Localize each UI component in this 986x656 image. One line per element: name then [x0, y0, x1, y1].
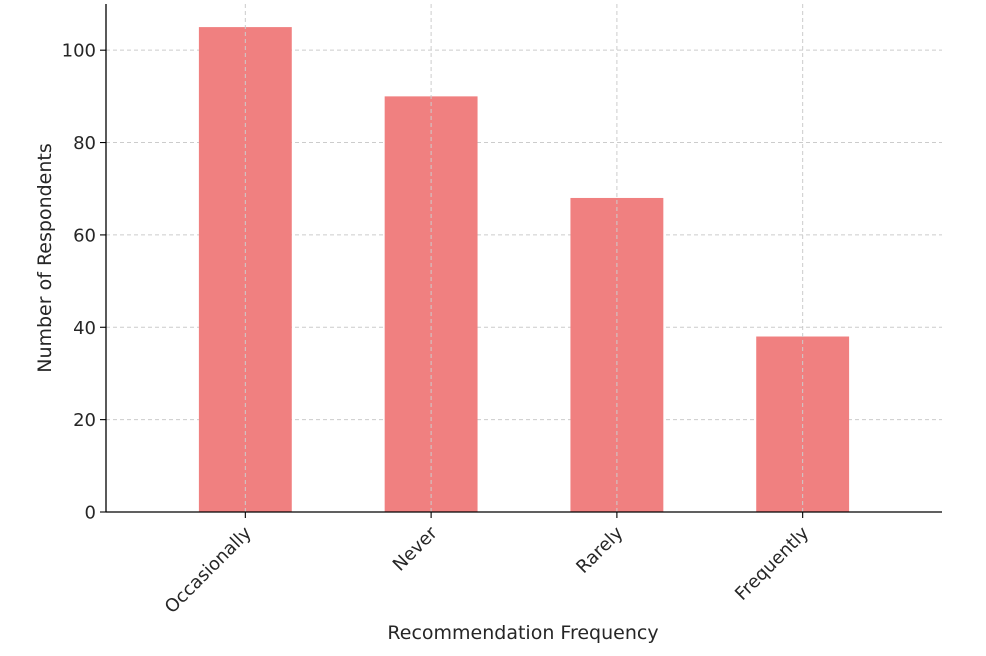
x-tick-label: Frequently [731, 522, 813, 604]
y-axis-ticks: 0 20 40 60 80 100 [62, 41, 106, 524]
x-tick-label: Rarely [572, 522, 627, 577]
x-axis-ticks: Occasionally Never Rarely Frequently [161, 512, 813, 618]
bars [198, 27, 850, 513]
y-tick-label: 60 [73, 225, 96, 246]
x-tick-label: Occasionally [161, 522, 256, 617]
x-axis-title: Recommendation Frequency [387, 622, 658, 644]
x-tick-label: Never [389, 522, 442, 575]
y-tick-label: 40 [73, 318, 96, 339]
y-axis-title: Number of Respondents [34, 143, 56, 373]
y-tick-label: 80 [73, 133, 96, 154]
y-tick-label: 20 [73, 410, 96, 431]
vertical-grid [244, 4, 804, 512]
y-tick-label: 100 [62, 41, 96, 62]
y-tick-label: 0 [85, 503, 96, 524]
